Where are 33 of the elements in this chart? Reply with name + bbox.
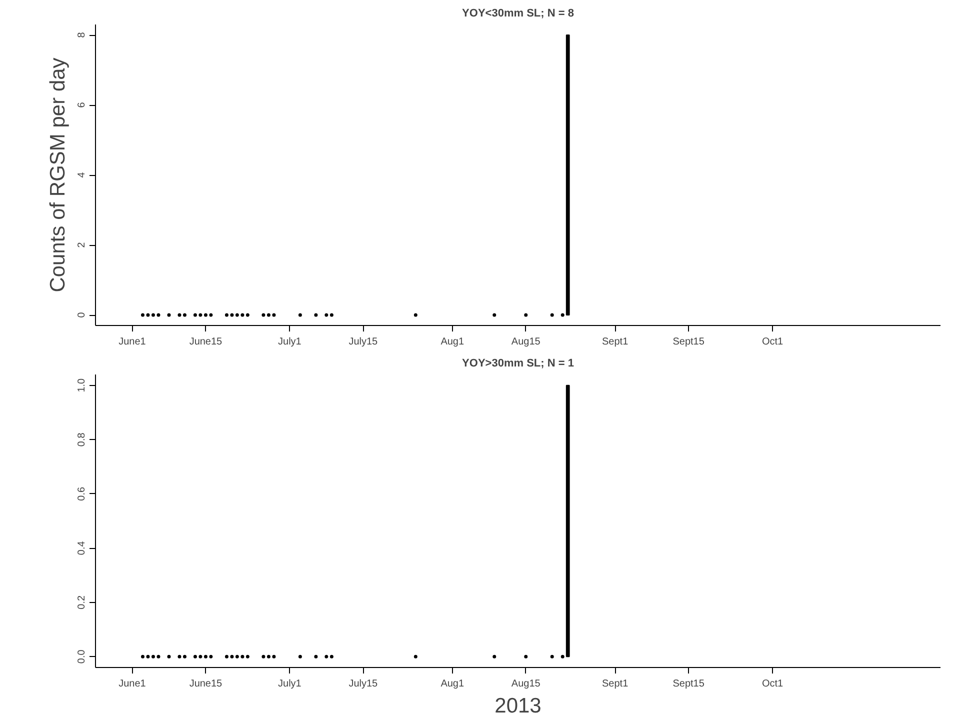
chart-title: YOY<30mm SL; N = 8 <box>462 8 574 20</box>
x-tick-label: Aug15 <box>511 336 541 348</box>
y-tick-label: 0.6 <box>76 486 88 501</box>
x-tick-label: June1 <box>118 678 146 690</box>
y-tick-label: 2 <box>76 242 88 248</box>
x-tick-label: June15 <box>189 678 223 690</box>
x-tick-label: July1 <box>278 336 302 348</box>
x-tick-label: July15 <box>348 336 378 348</box>
x-tick-label: July1 <box>278 678 302 690</box>
y-tick-label: 8 <box>76 32 88 38</box>
x-tick-label: Sept15 <box>672 678 705 690</box>
y-tick-label: 4 <box>76 172 88 178</box>
y-tick-label: 0.2 <box>76 595 88 610</box>
x-tick-label: June1 <box>118 336 146 348</box>
y-tick-label: 0.4 <box>76 540 88 556</box>
x-tick-label: Aug15 <box>511 678 541 690</box>
x-tick-label: July15 <box>348 678 378 690</box>
x-tick-label: Sept1 <box>602 336 629 348</box>
x-tick-label: Oct1 <box>762 336 784 348</box>
chart-title: YOY>30mm SL; N = 1 <box>462 358 574 370</box>
x-tick-label: Oct1 <box>762 678 784 690</box>
y-axis-title: Counts of RGSM per day <box>46 57 70 292</box>
y-tick-label: 6 <box>76 102 88 108</box>
x-axis-title: 2013 <box>494 694 542 718</box>
x-tick-label: Aug1 <box>440 336 465 348</box>
x-tick-label: June15 <box>189 336 223 348</box>
y-tick-label: 1.0 <box>76 378 88 392</box>
x-tick-label: Sept1 <box>602 678 629 690</box>
x-tick-label: Aug1 <box>440 678 465 690</box>
x-tick-label: Sept15 <box>672 336 705 348</box>
y-tick-label: 0 <box>76 312 88 318</box>
y-tick-label: 0.8 <box>76 432 88 447</box>
y-tick-label: 0.0 <box>76 649 88 664</box>
